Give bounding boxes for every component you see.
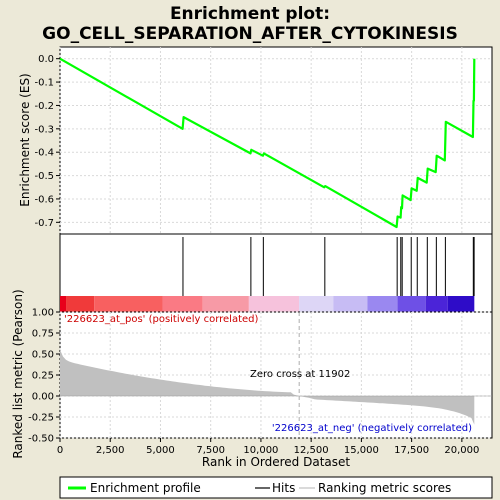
es-tick-label: -0.2 bbox=[34, 101, 54, 112]
x-tick-label: 20,000 bbox=[444, 445, 479, 456]
x-tick-label: 17,500 bbox=[394, 445, 429, 456]
x-axis-label: Rank in Ordered Dataset bbox=[202, 455, 350, 469]
gradient-segment bbox=[367, 296, 398, 312]
es-tick-label: 0.0 bbox=[38, 54, 54, 65]
negative-correlated-label: '226623_at_neg' (negatively correlated) bbox=[272, 423, 472, 434]
positive-correlated-label: '226623_at_pos' (positively correlated) bbox=[64, 314, 258, 325]
es-panel bbox=[59, 46, 493, 235]
x-tick-label: 7,500 bbox=[196, 445, 225, 456]
chart-title-line1: Enrichment plot: bbox=[170, 4, 330, 24]
gradient-segment bbox=[333, 296, 368, 312]
chart-title-line2: GO_CELL_SEPARATION_AFTER_CYTOKINESIS bbox=[42, 24, 458, 44]
x-tick-label: 5,000 bbox=[146, 445, 175, 456]
ranking-metric-area bbox=[60, 349, 475, 425]
x-tick-label: 12,500 bbox=[294, 445, 329, 456]
axes-layer: 0 2,500 5,000 7,500 10,000 12,500 15,000 17,500… bbox=[28, 54, 479, 456]
enrichment-profile-line bbox=[59, 57, 476, 229]
es-grid bbox=[59, 47, 492, 234]
gradient-segment bbox=[202, 296, 249, 312]
gradient-segment bbox=[425, 296, 448, 312]
metric-tick-label: 1.00 bbox=[32, 308, 54, 319]
gradient-segment bbox=[162, 296, 203, 312]
legend-box bbox=[59, 476, 493, 499]
x-tick-label: 10,000 bbox=[243, 445, 278, 456]
legend-profile-label: Enrichment profile bbox=[90, 481, 201, 495]
rank-gradient-bar bbox=[60, 296, 475, 312]
es-tick-label: -0.4 bbox=[34, 148, 54, 159]
gradient-segment bbox=[299, 296, 334, 312]
zero-cross-label: Zero cross at 11902 bbox=[250, 369, 350, 380]
metric-tick-label: 0.75 bbox=[32, 329, 54, 340]
es-tick-label: -0.1 bbox=[34, 78, 54, 89]
es-tick-label: -0.7 bbox=[34, 218, 54, 229]
metric-layer bbox=[60, 312, 492, 438]
legend-metric-label: Ranking metric scores bbox=[318, 481, 451, 495]
gradient-segment bbox=[60, 296, 67, 312]
es-layer bbox=[59, 57, 476, 229]
x-tick-label: 0 bbox=[57, 445, 63, 456]
metric-tick-label: -0.50 bbox=[28, 434, 54, 445]
legend-hits-label: Hits bbox=[272, 481, 295, 495]
metric-tick-label: -0.25 bbox=[28, 413, 54, 424]
es-tick-label: -0.6 bbox=[34, 194, 54, 205]
metric-tick-label: 0.25 bbox=[32, 371, 54, 382]
gradient-segment bbox=[447, 296, 475, 312]
gradient-segment bbox=[397, 296, 426, 312]
es-tick-label: -0.3 bbox=[34, 124, 54, 135]
metric-axis-label: Ranked list metric (Pearson) bbox=[11, 289, 25, 458]
metric-tick-label: 0.50 bbox=[32, 350, 54, 361]
x-tick-label: 2,500 bbox=[96, 445, 125, 456]
es-tick-label: -0.5 bbox=[34, 171, 54, 182]
legend: Enrichment profile Hits Ranking metric s… bbox=[59, 476, 493, 499]
gradient-segment bbox=[66, 296, 95, 312]
es-axis-label: Enrichment score (ES) bbox=[18, 73, 32, 206]
gradient-segment bbox=[94, 296, 163, 312]
metric-tick-label: 0.00 bbox=[32, 392, 54, 403]
gradient-segment bbox=[248, 296, 300, 312]
x-tick-label: 15,000 bbox=[344, 445, 379, 456]
hits-layer bbox=[182, 237, 475, 296]
